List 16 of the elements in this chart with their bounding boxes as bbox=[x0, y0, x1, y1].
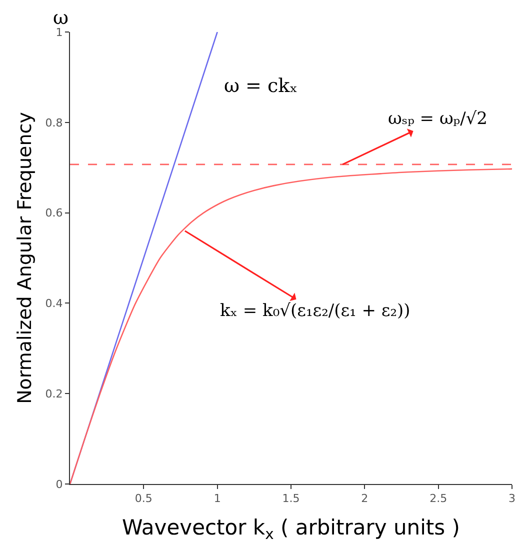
x-tick-label: 2.5 bbox=[430, 492, 448, 506]
y-tick-label: 0.8 bbox=[45, 116, 63, 130]
x-tick-label: 1 bbox=[214, 492, 221, 506]
y-tick-label: 0.2 bbox=[45, 387, 63, 400]
y-tick-label: 0 bbox=[56, 478, 63, 491]
annotation: kₓ = k₀√(ε₁ε₂/(ε₁ + ε₂)) bbox=[220, 301, 410, 321]
x-tick-label: 3 bbox=[508, 492, 516, 506]
y-tick-label: 0.6 bbox=[45, 206, 63, 220]
x-tick-label: 0.5 bbox=[134, 492, 152, 506]
annotation: ωₛₚ = ωₚ/√2 bbox=[388, 109, 488, 129]
x-tick-label: 2 bbox=[361, 492, 368, 506]
y-tick-label: 0.4 bbox=[45, 297, 63, 310]
annotation: ω = ckₓ bbox=[224, 75, 298, 97]
x-tick-label: 1.5 bbox=[282, 492, 300, 506]
y-axis-title: Normalized Angular Frequency bbox=[14, 112, 36, 404]
x-axis-title: Wavevector k$_{x}$ ( arbitrary units ) bbox=[122, 515, 460, 543]
